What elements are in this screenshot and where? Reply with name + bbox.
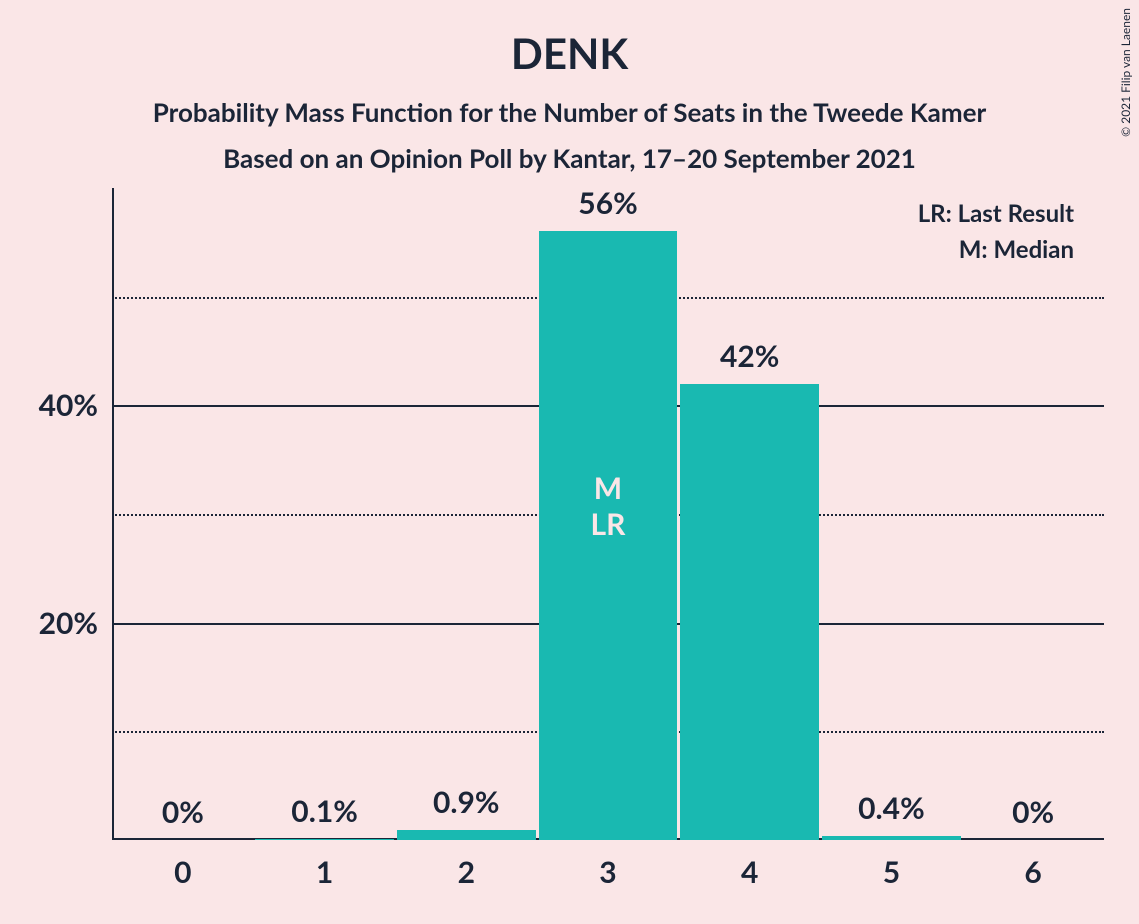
bar-slot: 0%0 xyxy=(112,188,254,840)
bar-inner-label: MLR xyxy=(591,470,626,542)
bar xyxy=(397,830,536,840)
chart-container: DENK Probability Mass Function for the N… xyxy=(0,0,1139,924)
y-tick-label: 20% xyxy=(39,605,112,641)
bar-slot: 0.1%1 xyxy=(254,188,396,840)
x-tick-label: 5 xyxy=(883,840,900,890)
bars-layer: 0%00.1%10.9%256%MLR342%40.4%50%6 xyxy=(112,188,1104,840)
x-tick-label: 1 xyxy=(316,840,333,890)
bar-slot: 42%4 xyxy=(679,188,821,840)
y-tick-label: 40% xyxy=(39,387,112,423)
x-tick-label: 4 xyxy=(741,840,758,890)
chart-subtitle-2: Based on an Opinion Poll by Kantar, 17–2… xyxy=(0,142,1139,174)
bar-value-label: 0.9% xyxy=(433,784,500,820)
bar-value-label: 0.4% xyxy=(858,790,925,826)
bar-value-label: 56% xyxy=(578,185,637,221)
chart-title: DENK xyxy=(0,28,1139,78)
bar-slot: 0.9%2 xyxy=(395,188,537,840)
chart-subtitle-1: Probability Mass Function for the Number… xyxy=(0,96,1139,128)
plot-area: 0%00.1%10.9%256%MLR342%40.4%50%6 LR: Las… xyxy=(112,188,1104,840)
bar-slot: 56%MLR3 xyxy=(537,188,679,840)
legend-line: M: Median xyxy=(918,232,1074,268)
x-tick-label: 2 xyxy=(458,840,475,890)
bar-value-label: 0% xyxy=(162,794,204,830)
bar-value-label: 0.1% xyxy=(291,793,358,829)
bar xyxy=(680,384,819,840)
copyright-text: © 2021 Filip van Laenen xyxy=(1118,8,1133,137)
x-tick-label: 0 xyxy=(174,840,191,890)
bar-value-label: 42% xyxy=(720,338,779,374)
legend-line: LR: Last Result xyxy=(918,196,1074,232)
x-tick-label: 6 xyxy=(1024,840,1041,890)
legend: LR: Last ResultM: Median xyxy=(918,196,1074,268)
bar-value-label: 0% xyxy=(1012,794,1054,830)
bar-slot: 0.4%5 xyxy=(821,188,963,840)
x-tick-label: 3 xyxy=(599,840,616,890)
bar-slot: 0%6 xyxy=(962,188,1104,840)
